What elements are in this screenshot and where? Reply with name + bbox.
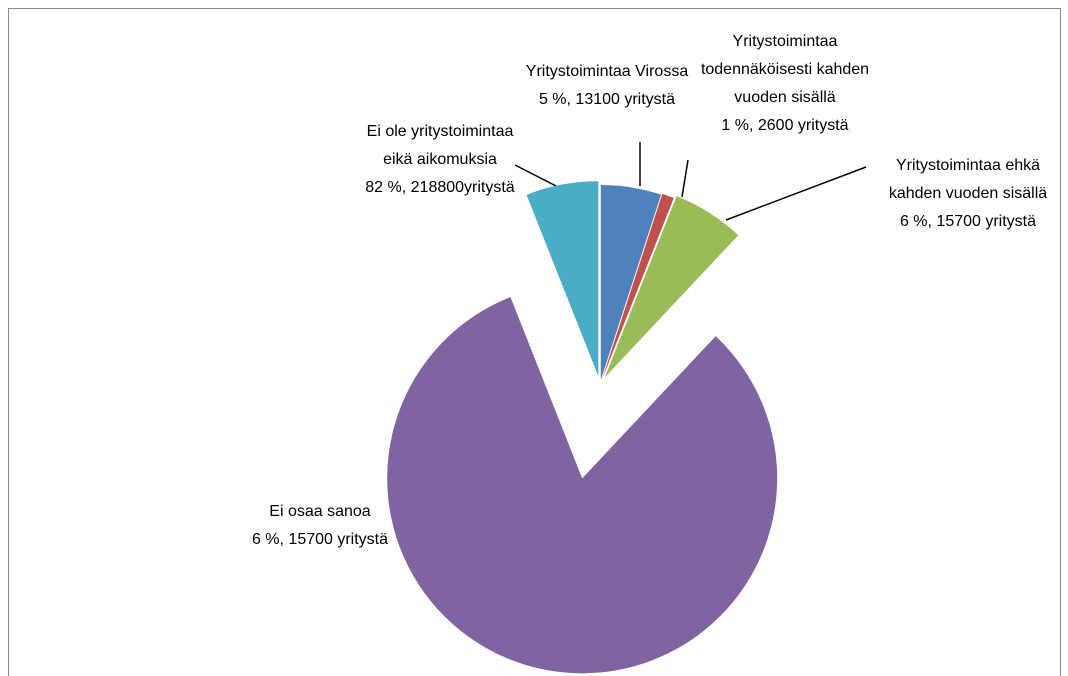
- frame: [8, 8, 1061, 676]
- slice-label: Yritystoimintaa Virossa 5 %, 13100 yritys…: [517, 58, 697, 114]
- leader-line: [681, 159, 689, 198]
- leader-line: [725, 166, 867, 221]
- slice-value-label: 1 %, 2600 yritystä: [721, 117, 849, 134]
- pie-slice: [600, 185, 662, 381]
- slice-value-label: 6 %, 15700 yritystä: [899, 213, 1037, 230]
- pie-slice: [387, 297, 778, 674]
- pie-slice: [604, 196, 739, 378]
- slice-value-label: 6 %, 15700 yritystä: [251, 531, 389, 548]
- slice-category: Yritystoimintaa todennäköisesti kahden v…: [700, 33, 870, 106]
- slice-category: Yritystoimintaa ehkä kahden vuoden sisäl…: [888, 157, 1048, 202]
- pie-slice: [602, 193, 674, 380]
- slice-value-label: 5 %, 13100 yritystä: [538, 91, 676, 108]
- slice-value-label: 82 %, 218800yritystä: [365, 179, 515, 196]
- slice-label: Ei osaa sanoa 6 %, 15700 yritystä: [205, 498, 435, 554]
- leader-line: [514, 164, 561, 189]
- slice-category: Ei osaa sanoa: [269, 503, 371, 520]
- slice-category: Ei ole yritystoimintaa eikä aikomuksia: [366, 123, 514, 168]
- pie-slice: [526, 181, 599, 377]
- slice-category: Yritystoimintaa Virossa: [525, 63, 689, 80]
- slice-label: Yritystoimintaa todennäköisesti kahden v…: [700, 28, 870, 140]
- slice-label: Yritystoimintaa ehkä kahden vuoden sisäl…: [868, 152, 1068, 236]
- slice-label: Ei ole yritystoimintaa eikä aikomuksia 82…: [350, 118, 530, 202]
